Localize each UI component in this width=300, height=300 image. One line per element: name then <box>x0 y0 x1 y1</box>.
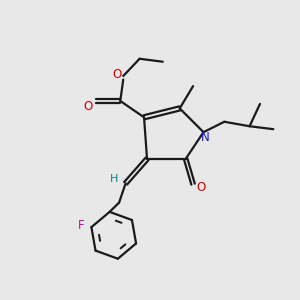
Text: O: O <box>112 68 121 81</box>
Text: F: F <box>78 219 84 232</box>
Text: N: N <box>201 131 209 144</box>
Text: H: H <box>110 174 118 184</box>
Text: O: O <box>83 100 92 113</box>
Text: O: O <box>197 181 206 194</box>
